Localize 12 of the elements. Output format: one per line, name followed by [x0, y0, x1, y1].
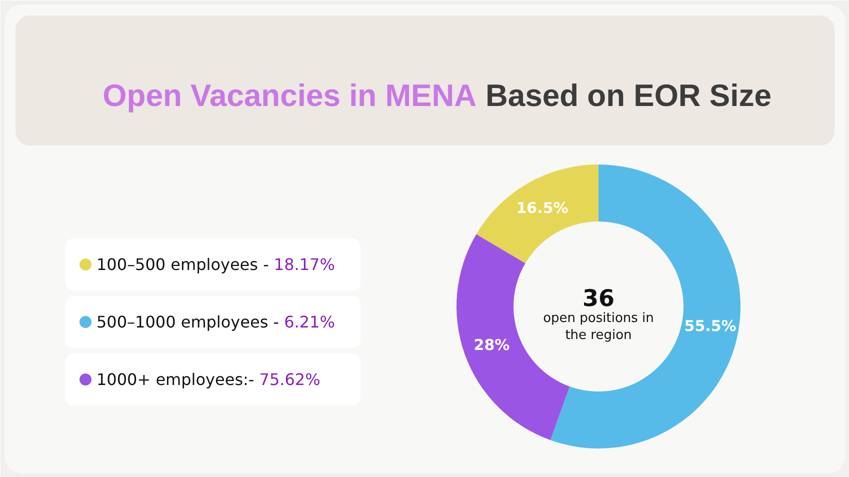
text: 6.21%: [284, 312, 335, 332]
legend-label: 100–500 employees -: [96, 255, 269, 274]
text: open positions in the region: [543, 311, 654, 343]
data-label: 28%: [474, 336, 510, 354]
text: 36: [582, 286, 615, 312]
legend-label: 1000+ employees:-: [96, 370, 254, 389]
legend-label: 500–1000 employees -: [96, 312, 280, 332]
chart-title: Open Vacancies in MENA Based on EOR Size: [102, 78, 772, 113]
data-label: 16.5%: [516, 198, 568, 217]
text: 18.17%: [274, 255, 335, 274]
data-label: 55.5%: [684, 317, 736, 336]
text: 75.62%: [259, 370, 320, 389]
